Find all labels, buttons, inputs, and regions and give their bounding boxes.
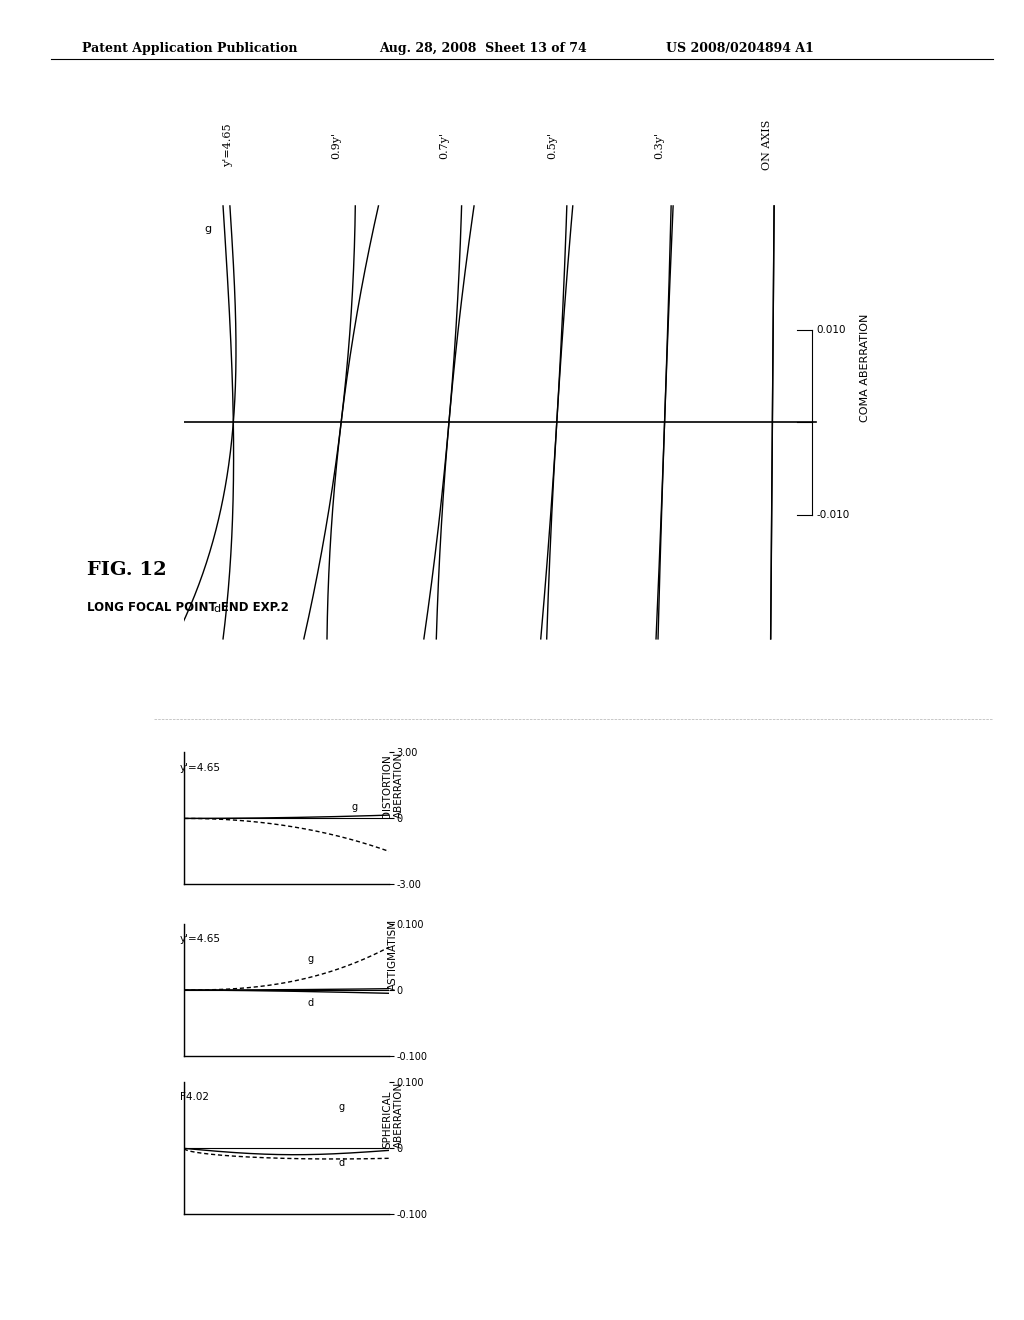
Text: LONG FOCAL POINT END EXP.2: LONG FOCAL POINT END EXP.2 — [87, 601, 289, 614]
Text: US 2008/0204894 A1: US 2008/0204894 A1 — [666, 42, 813, 55]
Text: FIG. 12: FIG. 12 — [87, 561, 167, 579]
Text: DISTORTION
ABERRATION: DISTORTION ABERRATION — [382, 752, 404, 818]
Text: g: g — [339, 1102, 345, 1111]
Text: d: d — [307, 998, 313, 1008]
Text: g: g — [307, 954, 313, 965]
Text: d: d — [339, 1159, 345, 1168]
Text: Aug. 28, 2008  Sheet 13 of 74: Aug. 28, 2008 Sheet 13 of 74 — [379, 42, 587, 55]
Text: 0.9y': 0.9y' — [331, 132, 341, 158]
Text: SPHERICAL
ABERRATION: SPHERICAL ABERRATION — [382, 1082, 404, 1148]
Text: 0.010: 0.010 — [816, 325, 846, 335]
Text: g: g — [204, 224, 211, 235]
Text: 0.7y': 0.7y' — [439, 132, 449, 158]
Text: COMA ABERRATION: COMA ABERRATION — [860, 314, 870, 422]
Text: 0.3y': 0.3y' — [654, 132, 665, 158]
Text: y'=4.65: y'=4.65 — [180, 763, 221, 774]
Text: y'=4.65: y'=4.65 — [223, 123, 233, 168]
Text: 0.5y': 0.5y' — [547, 132, 557, 158]
Text: ON AXIS: ON AXIS — [763, 120, 772, 170]
Text: g: g — [351, 801, 357, 812]
Text: d: d — [214, 605, 221, 615]
Text: Patent Application Publication: Patent Application Publication — [82, 42, 297, 55]
Text: F4.02: F4.02 — [180, 1093, 209, 1102]
Text: ASTIGMATISM: ASTIGMATISM — [388, 919, 398, 990]
Text: y'=4.65: y'=4.65 — [180, 935, 221, 944]
Text: -0.010: -0.010 — [816, 510, 850, 520]
